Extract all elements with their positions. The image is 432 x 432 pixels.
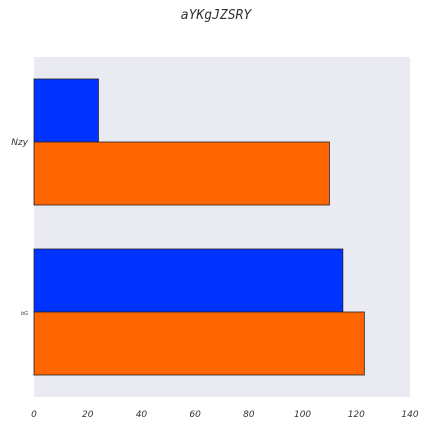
bars-group xyxy=(33,78,365,376)
x-tick-label: 120 xyxy=(348,410,365,420)
chart-title: aYKgJZSRY xyxy=(180,8,252,23)
x-tick-label: 40 xyxy=(136,410,148,420)
x-tick-label: 60 xyxy=(189,410,201,420)
y-tick-label: Nzy xyxy=(11,138,28,148)
y-tick-label: bG xyxy=(21,311,28,317)
x-tick-label: 80 xyxy=(243,410,255,420)
x-tick-label: 20 xyxy=(82,410,94,420)
x-tick-labels: 0 20 40 60 80 100 120 140 xyxy=(31,410,419,420)
bar-Nzy-series-1 xyxy=(33,78,99,143)
bar-bG-series-2 xyxy=(33,311,365,376)
x-tick-label: 140 xyxy=(401,410,418,420)
y-tick-labels: Nzy bG xyxy=(11,138,28,317)
bar-bG-series-1 xyxy=(33,248,344,313)
x-tick-label: 0 xyxy=(31,410,37,420)
bar-Nzy-series-2 xyxy=(33,141,330,206)
x-tick-label: 100 xyxy=(294,410,311,420)
